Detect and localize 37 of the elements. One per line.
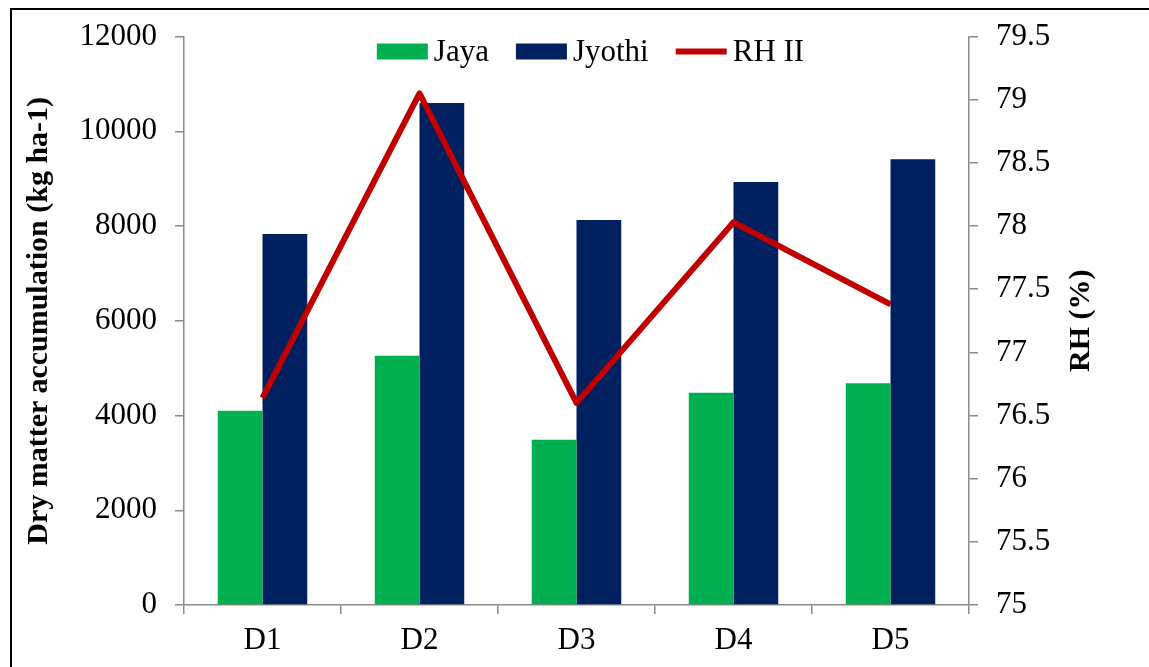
x-tick-label: D2: [400, 620, 439, 656]
y2-tick-label: 77: [996, 332, 1027, 368]
bar: [845, 383, 891, 605]
bar: [531, 439, 577, 605]
x-tick-label: D3: [557, 620, 596, 656]
x-tick-label: D1: [243, 620, 282, 656]
legend-label: Jaya: [433, 32, 490, 68]
y-tick-label: 4000: [95, 395, 157, 431]
x-tick-label: D5: [871, 620, 910, 656]
y2-tick-label: 76.5: [996, 395, 1051, 431]
y-tick-label: 10000: [79, 111, 157, 147]
legend-label: RH II: [732, 32, 805, 68]
y-tick-label: 8000: [95, 206, 157, 242]
bar: [688, 392, 734, 605]
y-tick-label: 6000: [95, 300, 157, 336]
x-tick-label: D4: [714, 620, 753, 656]
y2-tick-label: 77.5: [996, 269, 1051, 305]
y-tick-label: 12000: [79, 16, 157, 52]
y2-tick-label: 75: [996, 585, 1027, 621]
y-tick-label: 2000: [95, 490, 157, 526]
y2-tick-label: 79.5: [996, 16, 1051, 52]
y2-tick-label: 78: [996, 206, 1027, 242]
bar: [374, 355, 420, 605]
y2-tick-label: 75.5: [996, 521, 1051, 557]
y2-tick-label: 76: [996, 458, 1027, 494]
bar: [733, 182, 779, 605]
y2-tick-label: 78.5: [996, 143, 1051, 179]
y-axis-title: Dry matter accumulation (kg ha-1): [19, 96, 54, 545]
bar: [262, 234, 308, 605]
bar: [576, 219, 622, 605]
y-tick-label: 0: [141, 585, 157, 621]
bar: [890, 159, 936, 605]
legend-label: Jyothi: [572, 32, 650, 68]
y2-tick-label: 79: [996, 79, 1027, 115]
bar: [217, 410, 263, 605]
bar: [419, 102, 465, 605]
y2-axis-title: RH (%): [1061, 269, 1096, 373]
